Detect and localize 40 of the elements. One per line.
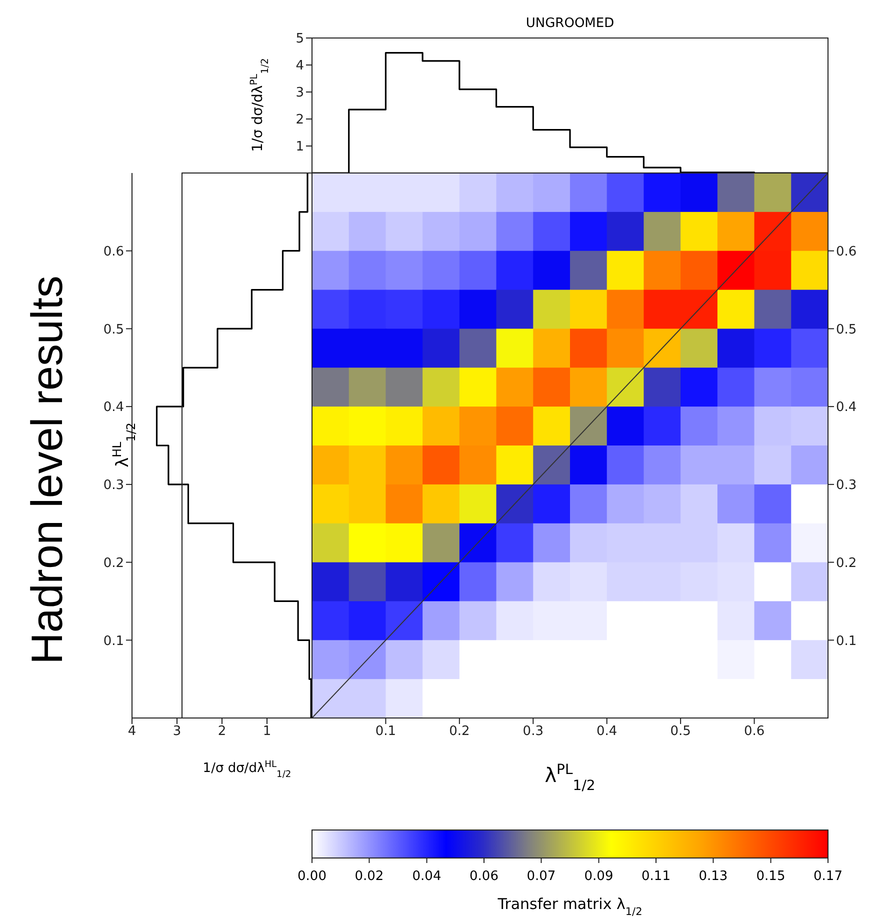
text: Hadron level results: [23, 276, 72, 664]
color-bar-label: 0.13: [698, 869, 728, 884]
color-bar-label: 0.02: [354, 869, 384, 884]
y-tick-label: 0.6: [103, 244, 124, 260]
x-tick-label: 4: [128, 724, 136, 740]
x-tick-label: 0.2: [449, 724, 470, 740]
y-tick-label: 0.5: [103, 322, 124, 338]
y-tick-label: 0.5: [836, 322, 857, 338]
y-tick-label: 0.1: [103, 634, 124, 649]
y-tick-label: 0.4: [103, 400, 124, 416]
x-tick-label: 3: [172, 724, 182, 740]
color-bar-label: 0.00: [298, 869, 326, 884]
color-bar-label: 0.09: [584, 869, 614, 884]
color-bar-title: Transfer matrix λ$_{1/2}$: [496, 895, 642, 918]
y-tick-label: 0.3: [836, 478, 857, 494]
color-bar-label: 0.17: [814, 869, 842, 884]
y-tick-label: 0.2: [836, 556, 857, 571]
y-tick-label: 1: [296, 140, 304, 155]
x-tick-label: 2: [218, 724, 226, 740]
chart-title: UNGROOMED: [526, 16, 614, 31]
y-tick-label: 0.1: [836, 634, 857, 649]
x-tick-label: 0.4: [596, 724, 618, 740]
y-tick-label: 4: [296, 58, 304, 74]
y-tick-label: 3: [296, 86, 304, 101]
x-tick-label: 0.1: [375, 724, 396, 740]
x-tick-label: 0.3: [522, 724, 544, 740]
y-tick-label: 5: [296, 32, 304, 47]
color-bar-label: 0.04: [412, 869, 442, 884]
y-tick-label: 0.4: [836, 400, 857, 416]
y-tick-label: 2: [296, 112, 304, 128]
y-tick-label: 0.6: [836, 244, 857, 260]
x-tick-label: 0.5: [670, 724, 691, 740]
x-tick-label: 0.6: [744, 724, 765, 740]
x-tick-label: 1: [262, 724, 272, 740]
color-bar-label: 0.11: [642, 869, 670, 884]
color-bar-label: 0.07: [526, 869, 556, 884]
color-bar-label: 0.06: [470, 869, 498, 884]
y-tick-label: 0.3: [103, 478, 124, 494]
y-tick-label: 0.2: [103, 556, 124, 571]
color-bar-label: 0.15: [756, 869, 786, 884]
